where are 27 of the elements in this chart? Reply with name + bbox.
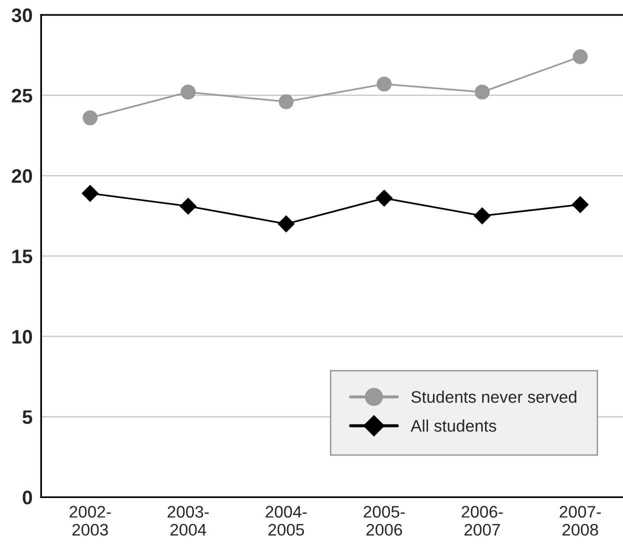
point	[376, 76, 392, 92]
x-tick-label: 2007- 2008	[560, 506, 601, 536]
point	[572, 49, 588, 64]
y-tick-label: 25	[12, 88, 32, 103]
point	[572, 196, 589, 213]
x-tick-label: 2005- 2006	[364, 506, 405, 536]
point	[278, 216, 295, 232]
y-tick-label: 20	[12, 169, 32, 183]
point	[82, 184, 99, 202]
x-tick-label: 2006- 2007	[462, 506, 503, 536]
point	[180, 84, 196, 100]
legend-label: All students	[410, 420, 496, 432]
y-tick-label: 10	[12, 330, 32, 344]
point	[278, 94, 294, 110]
x-tick-label: 2002- 2003	[70, 506, 111, 536]
x-tick-label: 2003- 2004	[168, 506, 209, 536]
y-tick-label: 5	[22, 410, 32, 424]
point	[180, 198, 197, 215]
y-tick-label: 15	[12, 250, 32, 264]
point	[474, 84, 490, 100]
point	[82, 110, 98, 126]
point	[474, 207, 491, 224]
y-tick-label: 0	[22, 490, 32, 504]
x-tick-label: 2004- 2005	[266, 506, 307, 536]
legend-label: Students never served	[411, 390, 576, 403]
y-tick-label: 30	[12, 8, 32, 22]
point	[376, 190, 393, 207]
